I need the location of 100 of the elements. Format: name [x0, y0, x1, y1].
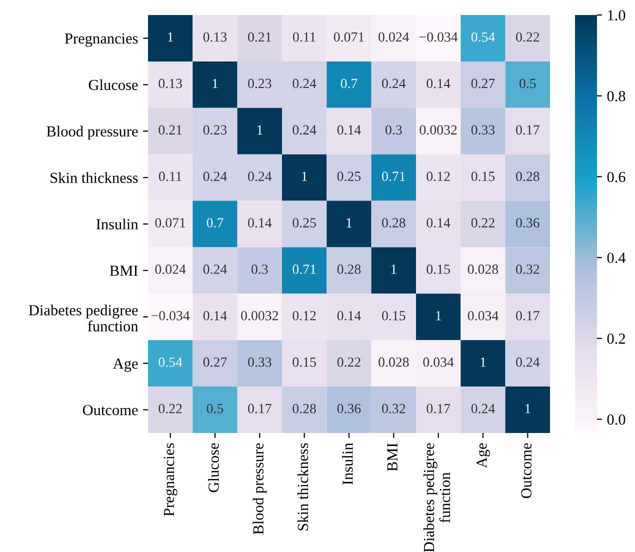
data-label: 0.71: [292, 264, 316, 274]
y-tick-label: Insulin: [96, 218, 138, 230]
data-label: 0.15: [426, 264, 450, 274]
data-label: 0.28: [516, 172, 540, 182]
x-tick-label: Glucose: [208, 443, 219, 492]
data-label: 0.27: [471, 78, 495, 88]
data-label: 0.17: [516, 125, 540, 135]
y-tick-label: Glucose: [88, 79, 138, 90]
data-label: 0.7: [206, 218, 224, 228]
data-label: 0.28: [382, 218, 406, 228]
data-label: 0.22: [516, 32, 540, 42]
data-label: 0.17: [248, 404, 272, 414]
data-label: 0.13: [203, 32, 227, 42]
data-label: 0.24: [382, 78, 406, 88]
data-label: 0.024: [378, 32, 410, 42]
data-label: 0.25: [292, 218, 316, 228]
data-label: 0.15: [382, 310, 406, 320]
data-label: 1: [302, 172, 307, 181]
data-label: 0.14: [426, 218, 450, 228]
data-label: 0.24: [471, 404, 495, 414]
x-tick-label: BMI: [387, 443, 398, 472]
color-bar-label: 0.0: [607, 414, 626, 425]
y-tick-label: Diabetes pedigree function: [28, 304, 138, 332]
data-label: −0.034: [419, 32, 458, 42]
data-label: 0.028: [378, 357, 409, 367]
data-label: 0.32: [382, 404, 406, 414]
data-label: 0.17: [516, 310, 540, 320]
data-label: 0.11: [158, 172, 182, 182]
data-label: 1: [346, 218, 352, 228]
data-label: 0.5: [520, 78, 536, 88]
data-label: 0.23: [203, 125, 227, 135]
data-label: 0.71: [382, 172, 405, 182]
data-label: 0.14: [337, 125, 361, 135]
data-label: 0.17: [426, 404, 450, 414]
data-label: 0.36: [337, 404, 361, 414]
data-label: 0.12: [292, 310, 316, 320]
data-label: 0.15: [471, 172, 495, 182]
data-label: 0.14: [248, 218, 272, 228]
data-label: 0.14: [203, 310, 227, 320]
data-label: 1: [436, 311, 441, 320]
data-label: 0.27: [203, 357, 227, 367]
data-label: 0.14: [337, 310, 361, 320]
data-label: 0.22: [337, 357, 360, 367]
data-label: 0.21: [248, 32, 271, 42]
data-label: 0.22: [158, 404, 182, 414]
x-tick-label: Blood pressure: [252, 443, 267, 534]
color-bar-label: 0.6: [607, 172, 626, 182]
data-label: 0.28: [292, 404, 316, 414]
data-label: −0.034: [151, 310, 190, 320]
data-label: 0.54: [158, 357, 182, 367]
x-tick-label: Age: [476, 443, 490, 468]
data-label: 0.034: [468, 310, 498, 320]
data-label: 0.3: [252, 264, 268, 274]
color-bar-label: 1.0: [608, 10, 626, 21]
data-label: 0.5: [206, 404, 224, 414]
data-label: 1: [525, 404, 530, 414]
data-label: 0.12: [426, 172, 450, 182]
color-bar-label: 0.2: [607, 334, 625, 344]
data-label: 0.24: [516, 357, 540, 367]
y-tick-label: Skin thickness: [50, 172, 138, 184]
data-label: 0.28: [337, 264, 361, 274]
y-tick-label: Outcome: [82, 404, 138, 416]
y-tick-label: Pregnancies: [64, 33, 138, 47]
data-label: 0.0032: [241, 310, 278, 320]
data-label: 0.024: [155, 264, 186, 274]
y-tick-label: Age: [112, 358, 138, 372]
data-label: 0.034: [423, 357, 454, 367]
data-label: 0.24: [203, 172, 227, 182]
data-label: 0.21: [158, 125, 182, 135]
data-label: 0.33: [471, 125, 495, 135]
data-label: 0.13: [158, 78, 182, 88]
data-label: 0.3: [386, 125, 402, 135]
data-label: 0.0032: [420, 125, 457, 135]
x-tick-label: Diabetes pedigree function: [423, 443, 450, 552]
data-label: 1: [212, 78, 218, 88]
data-label: 0.22: [471, 218, 494, 228]
color-bar-label: 0.4: [607, 252, 626, 264]
data-label: 0.24: [248, 172, 272, 182]
data-label: 0.54: [471, 32, 495, 42]
data-label: 0.36: [516, 218, 540, 228]
x-tick-label: Insulin: [342, 442, 353, 485]
data-label: 1: [168, 32, 173, 42]
data-label: 0.32: [516, 264, 540, 274]
data-label: 0.7: [340, 78, 358, 88]
data-label: 0.25: [337, 172, 361, 182]
data-label: 0.33: [248, 357, 272, 367]
data-label: 0.15: [292, 357, 316, 367]
data-label: 0.028: [468, 264, 498, 274]
data-label: 0.11: [292, 32, 316, 42]
data-label: 0.071: [334, 32, 364, 42]
data-label: 1: [257, 125, 262, 134]
x-tick-label: Skin thickness: [297, 443, 308, 530]
data-label: 0.14: [426, 78, 450, 88]
data-label: 0.24: [292, 125, 316, 135]
y-tick-label: BMI: [110, 266, 138, 276]
data-label: 0.071: [155, 218, 186, 228]
data-label: 0.23: [248, 78, 272, 88]
y-tick-label: Blood pressure: [46, 126, 138, 140]
data-label: 1: [391, 264, 396, 274]
data-label: 0.24: [292, 78, 316, 88]
